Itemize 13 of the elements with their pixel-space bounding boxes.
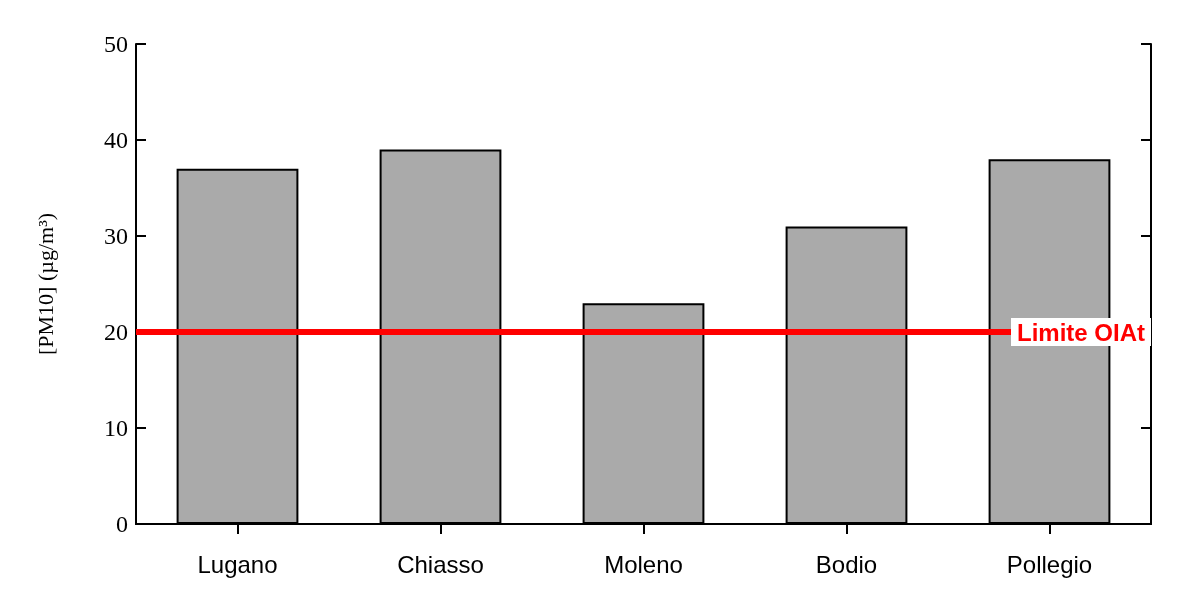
y-tick-label: 30 (104, 223, 128, 249)
x-tick-label: Chiasso (397, 550, 484, 578)
y-axis-title: [PM10] (µg/m³) (32, 212, 58, 356)
y-tick-label: 50 (104, 31, 128, 57)
y-tick-label: 20 (104, 319, 128, 345)
y-tick-label: 40 (104, 127, 128, 153)
x-tick-label: Lugano (197, 550, 278, 578)
ref-line-label: Limite OIAt (1016, 318, 1145, 346)
y-tick-label: 10 (104, 415, 128, 441)
y-tick-label: 0 (116, 511, 128, 537)
x-tick-label: Pollegio (1006, 550, 1093, 578)
x-tick-label: Bodio (815, 550, 878, 578)
x-tick-label: Moleno (604, 550, 683, 578)
